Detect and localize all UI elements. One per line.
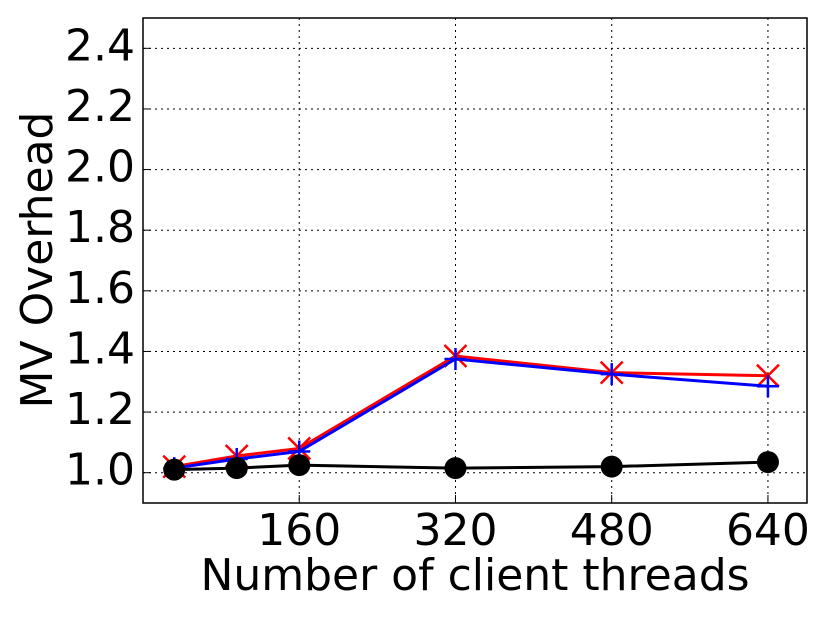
y-tick-label: 1.4 — [65, 323, 135, 374]
marker — [600, 455, 623, 478]
marker — [163, 458, 186, 481]
marker — [225, 457, 248, 480]
series-line — [174, 460, 768, 472]
y-tick-label: 1.8 — [65, 202, 135, 253]
marker — [444, 457, 467, 480]
y-tick-label: 1.6 — [65, 263, 135, 314]
x-axis-label: Number of client threads — [200, 550, 749, 601]
plot-frame — [142, 17, 808, 504]
marker — [600, 363, 623, 386]
y-tick-label: 1.0 — [65, 445, 135, 496]
marker — [756, 451, 779, 474]
series-line — [174, 357, 769, 470]
x-tick-label: 640 — [726, 505, 810, 556]
y-tick-label: 2.0 — [65, 142, 135, 193]
marker — [288, 454, 311, 477]
x-tick-label: 480 — [570, 505, 654, 556]
marker — [756, 375, 779, 398]
x-tick-label: 320 — [413, 505, 497, 556]
series-line — [173, 354, 768, 469]
y-tick-label: 2.4 — [65, 20, 135, 71]
y-axis-label: MV Overhead — [12, 112, 63, 409]
marker — [444, 348, 467, 371]
x-tick-label: 160 — [257, 505, 341, 556]
y-tick-label: 2.2 — [65, 81, 135, 132]
y-tick-label: 1.2 — [65, 384, 135, 435]
